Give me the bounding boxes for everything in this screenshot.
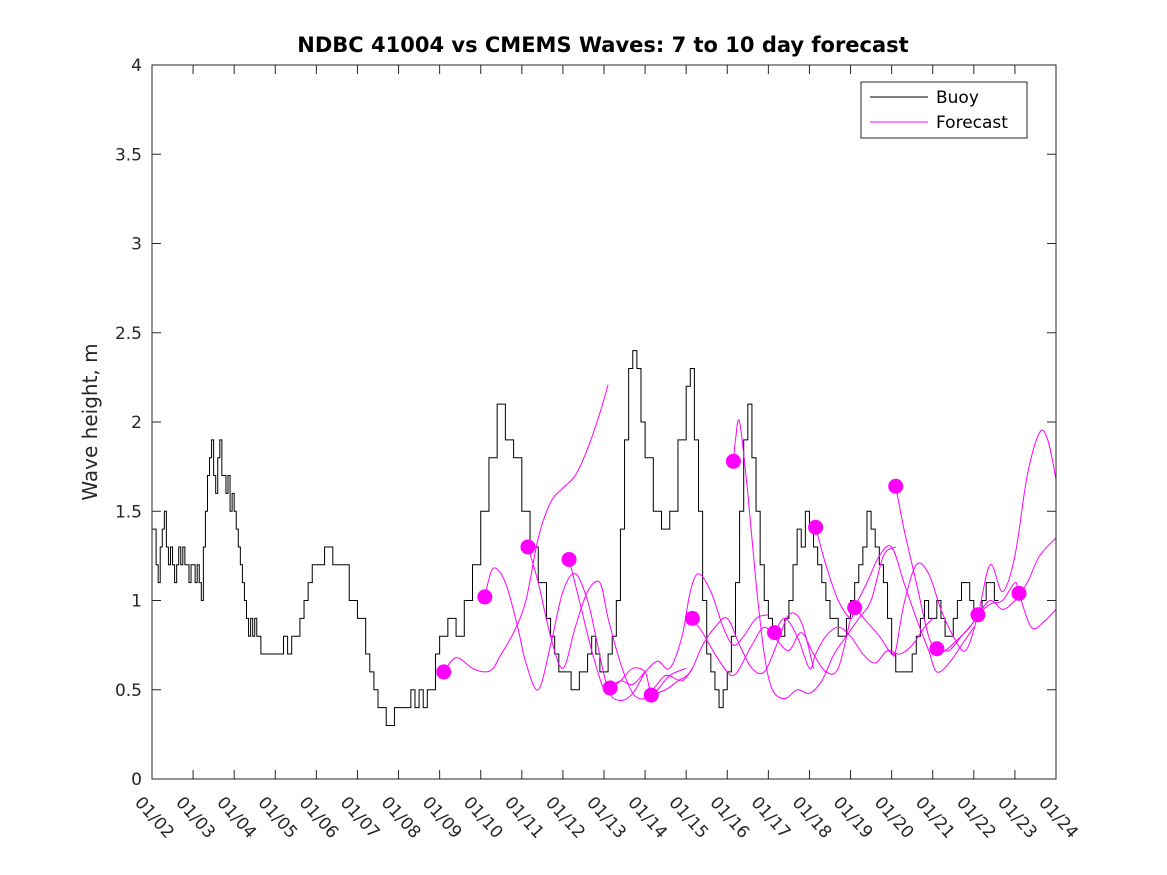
forecast-marker-8 [725,453,741,469]
plot-area [152,65,1056,779]
buoy-line [152,350,999,726]
y-tick-labels: 0 0.5 1 1.5 2 2.5 3 3.5 4 [115,56,142,790]
forecast-marker-4 [561,551,577,567]
y-tick-label: 3 [131,235,142,255]
forecast-line-4 [568,559,693,693]
legend-forecast-label: Forecast [936,113,1008,133]
forecast-marker-6 [643,687,659,703]
forecast-marker-7 [684,610,700,626]
forecast-marker-10 [808,519,824,535]
forecast-marker-13 [929,641,945,657]
y-tick-label: 4 [131,56,142,76]
forecast-line-7 [691,618,852,677]
forecast-marker-12 [888,478,904,494]
forecast-line-13 [936,581,1057,652]
legend-buoy-label: Buoy [936,88,979,108]
forecast-markers [436,453,1027,703]
y-tick-label: 0.5 [115,681,142,701]
forecast-marker-5 [602,680,618,696]
y-tick-label: 0 [131,770,142,790]
legend-box [860,81,1028,139]
forecast-marker-3 [520,539,536,555]
forecast-marker-11 [847,600,863,616]
chart-title: NDBC 41004 vs CMEMS Waves: 7 to 10 day f… [297,33,908,57]
forecast-marker-1 [436,664,452,680]
forecast-line-2 [484,567,646,702]
forecast-marker-2 [477,589,493,605]
forecast-line-6 [651,612,815,696]
forecast-marker-15 [1011,585,1027,601]
forecast-line-5 [609,573,769,689]
y-tick-label: 2.5 [115,324,142,344]
forecast-line-1 [443,384,609,673]
y-tick-label: 1 [131,592,142,612]
y-axis-label: Wave height, m [78,343,102,500]
forecast-marker-14 [970,607,986,623]
forecast-marker-9 [767,625,783,641]
y-tick-label: 3.5 [115,145,142,165]
y-tick-label: 2 [131,413,142,433]
legend: Buoy Forecast [860,81,1028,139]
forecast-line-11 [854,429,1057,657]
forecast-line-9 [774,617,934,670]
y-tick-label: 1.5 [115,502,142,522]
forecast-line-10 [815,527,975,673]
plot-frame [151,64,1057,780]
buoy-series [152,350,999,726]
forecast-series [443,384,1057,702]
